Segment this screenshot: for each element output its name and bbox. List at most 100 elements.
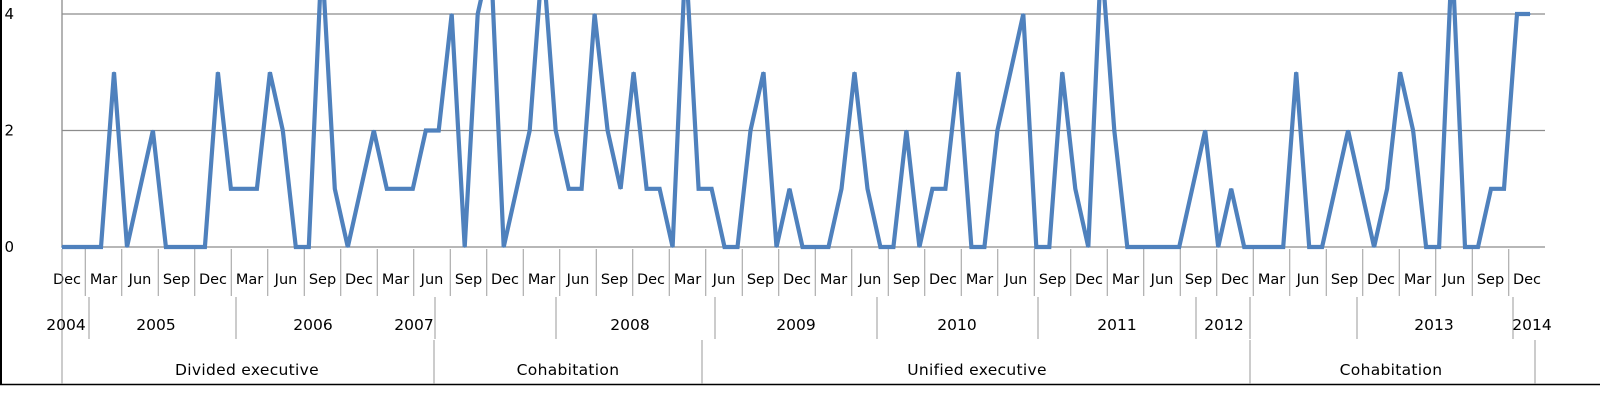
x-month-label: Sep	[601, 272, 628, 288]
x-month-label: Dec	[199, 272, 227, 288]
data-point	[1295, 71, 1297, 74]
data-point	[593, 13, 596, 15]
data-point	[74, 246, 76, 248]
x-year-label: 2004	[46, 316, 85, 334]
data-point	[1243, 246, 1245, 248]
data-point	[1035, 246, 1038, 248]
data-point	[827, 246, 830, 248]
data-point	[373, 129, 375, 132]
data-point	[1438, 246, 1440, 248]
data-point	[1191, 188, 1193, 190]
data-point	[334, 188, 336, 190]
data-point	[152, 129, 154, 132]
data-point	[619, 188, 622, 190]
x-month-label: Sep	[1331, 272, 1358, 288]
x-year-label: 2005	[136, 316, 175, 334]
x-month-label: Sep	[455, 272, 482, 288]
data-point	[1022, 13, 1025, 15]
data-point	[399, 188, 401, 190]
data-point	[450, 13, 453, 15]
data-point	[645, 188, 648, 190]
x-regime-label: Divided executive	[175, 361, 319, 379]
data-point	[918, 246, 921, 248]
axes	[0, 0, 1600, 386]
data-point	[814, 246, 817, 248]
data-point	[697, 188, 700, 190]
data-point	[957, 71, 960, 74]
x-month-label: Mar	[90, 272, 117, 288]
x-year-label: 2006	[293, 316, 332, 334]
data-point	[230, 188, 232, 190]
x-month-label: Sep	[1185, 272, 1212, 288]
data-point	[412, 188, 414, 190]
data-point	[347, 246, 349, 248]
data-point	[1490, 188, 1492, 190]
data-point	[1074, 188, 1077, 190]
data-point	[1347, 129, 1349, 132]
data-point	[1256, 246, 1258, 248]
data-point	[386, 188, 388, 190]
data-point	[567, 188, 570, 190]
x-month-label: Mar	[1258, 272, 1285, 288]
data-point	[243, 188, 245, 190]
data-point	[191, 246, 193, 248]
data-point	[853, 71, 856, 74]
x-year-label: 2012	[1204, 316, 1243, 334]
data-point	[476, 13, 479, 15]
x-month-label: Mar	[236, 272, 263, 288]
x-year-label: 2007	[394, 316, 433, 334]
data-point	[61, 246, 63, 248]
data-point	[528, 129, 531, 132]
x-month-label: Jun	[1442, 272, 1466, 288]
x-month-label: Jun	[1296, 272, 1320, 288]
data-point	[1061, 71, 1064, 74]
x-month-label: Mar	[382, 272, 409, 288]
x-month-label: Sep	[309, 272, 336, 288]
data-point	[360, 188, 362, 190]
data-point	[126, 246, 128, 248]
data-point	[1425, 246, 1427, 248]
x-month-label: Sep	[1039, 272, 1066, 288]
series-line	[61, 0, 1531, 250]
data-point	[1178, 246, 1180, 248]
x-month-label: Dec	[1221, 272, 1249, 288]
x-year-label: 2014	[1512, 316, 1551, 334]
x-month-label: Mar	[1404, 272, 1431, 288]
data-point	[983, 246, 986, 248]
x-month-label: Jun	[128, 272, 152, 288]
data-point	[1464, 246, 1466, 248]
data-point	[1048, 246, 1051, 248]
x-month-label: Sep	[1477, 272, 1504, 288]
x-month-label: Dec	[1075, 272, 1103, 288]
data-point	[1009, 71, 1012, 74]
data-point	[723, 246, 726, 248]
x-month-label: Dec	[783, 272, 811, 288]
x-month-label: Dec	[637, 272, 665, 288]
data-point	[658, 188, 661, 190]
data-point	[437, 129, 440, 132]
data-point	[788, 188, 791, 190]
x-regime-label: Unified executive	[907, 361, 1047, 379]
x-month-label: Mar	[528, 272, 555, 288]
data-point	[1412, 129, 1414, 132]
data-point	[1529, 13, 1531, 15]
data-point	[1269, 246, 1271, 248]
data-point	[580, 188, 583, 190]
data-point	[1373, 246, 1375, 248]
x-month-label: Dec	[491, 272, 519, 288]
data-point	[736, 246, 739, 248]
x-year-label: 2013	[1414, 316, 1453, 334]
data-point	[217, 71, 219, 74]
x-month-label: Jun	[1150, 272, 1174, 288]
x-month-label: Jun	[1004, 272, 1028, 288]
data-point	[178, 246, 180, 248]
x-month-label: Jun	[712, 272, 736, 288]
x-month-label: Sep	[747, 272, 774, 288]
data-point	[1204, 129, 1206, 132]
x-month-label: Sep	[163, 272, 190, 288]
x-month-label: Jun	[420, 272, 444, 288]
x-month-label: Dec	[1513, 272, 1541, 288]
data-point	[970, 246, 973, 248]
data-point	[256, 188, 258, 190]
